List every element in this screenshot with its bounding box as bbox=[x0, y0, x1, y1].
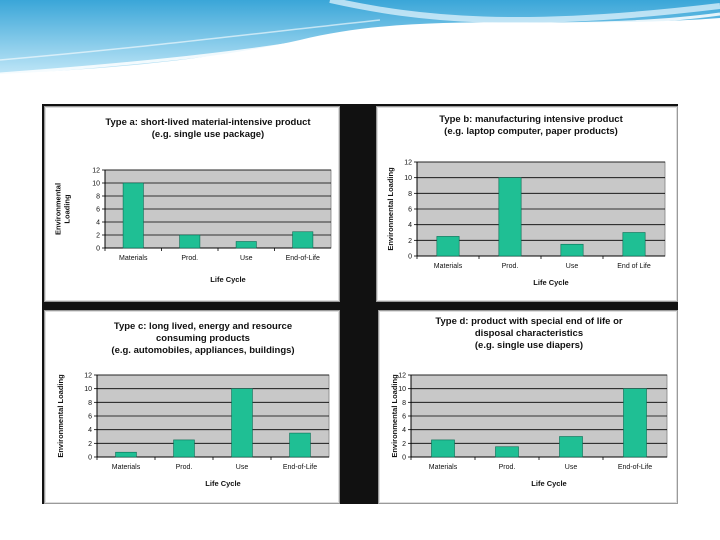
y-tick-label: 4 bbox=[96, 220, 100, 227]
bar bbox=[115, 451, 137, 458]
y-tick-label: 2 bbox=[88, 441, 92, 448]
category-label: Materials bbox=[119, 255, 148, 262]
category-label: End of Life bbox=[617, 263, 651, 270]
chart-svg: Type c: long lived, energy and resourcec… bbox=[56, 321, 330, 488]
chart-title: (e.g. automobiles, appliances, buildings… bbox=[111, 345, 294, 356]
y-tick-label: 10 bbox=[92, 181, 100, 188]
y-tick-label: 8 bbox=[402, 400, 406, 407]
y-axis-label: Environmental Loading bbox=[390, 374, 399, 458]
bar bbox=[235, 241, 257, 249]
x-axis-label: Life Cycle bbox=[210, 275, 245, 284]
bar bbox=[498, 177, 522, 257]
footer-text bbox=[0, 522, 720, 540]
chart-type-b: Type b: manufacturing intensive product(… bbox=[376, 106, 678, 302]
chart-svg: Type a: short-lived material-intensive p… bbox=[54, 117, 332, 284]
y-tick-label: 0 bbox=[408, 254, 412, 261]
y-tick-label: 0 bbox=[402, 455, 406, 462]
bar bbox=[495, 446, 519, 458]
y-axis-label: Environmental Loading bbox=[56, 374, 65, 458]
category-label: Use bbox=[240, 255, 253, 262]
chart-title: Type a: short-lived material-intensive p… bbox=[105, 117, 311, 128]
category-label: End-of-Life bbox=[618, 464, 652, 471]
bar bbox=[436, 236, 460, 257]
bar bbox=[231, 388, 253, 458]
y-tick-label: 10 bbox=[84, 386, 92, 393]
y-tick-label: 6 bbox=[88, 414, 92, 421]
category-label: Use bbox=[565, 464, 578, 471]
category-label: Materials bbox=[112, 464, 141, 471]
y-tick-label: 12 bbox=[84, 373, 92, 380]
y-axis-label: Loading bbox=[63, 194, 72, 224]
y-tick-label: 8 bbox=[408, 191, 412, 198]
bar bbox=[289, 432, 311, 458]
y-tick-label: 12 bbox=[398, 373, 406, 380]
y-tick-label: 4 bbox=[408, 222, 412, 229]
bar bbox=[431, 439, 455, 458]
category-label: Use bbox=[236, 464, 249, 471]
category-label: Prod. bbox=[502, 263, 519, 270]
bar bbox=[560, 243, 584, 257]
chart-title: consuming products bbox=[156, 333, 250, 344]
y-tick-label: 10 bbox=[404, 175, 412, 182]
chart-title: (e.g. laptop computer, paper products) bbox=[444, 126, 618, 137]
y-tick-label: 12 bbox=[92, 168, 100, 175]
y-tick-label: 6 bbox=[96, 207, 100, 214]
y-tick-label: 12 bbox=[404, 160, 412, 167]
y-tick-label: 6 bbox=[402, 414, 406, 421]
bar bbox=[292, 231, 314, 249]
y-tick-label: 4 bbox=[402, 427, 406, 434]
bar bbox=[122, 182, 144, 249]
category-label: Prod. bbox=[499, 464, 516, 471]
category-label: End-of-Life bbox=[286, 255, 320, 262]
y-tick-label: 2 bbox=[96, 233, 100, 240]
x-axis-label: Life Cycle bbox=[533, 278, 568, 287]
category-label: Prod. bbox=[176, 464, 193, 471]
bar bbox=[559, 436, 583, 458]
chart-type-d: Type d: product with special end of life… bbox=[378, 310, 678, 504]
bar bbox=[622, 232, 646, 257]
bar bbox=[179, 234, 201, 249]
bar bbox=[173, 439, 195, 458]
y-tick-label: 6 bbox=[408, 207, 412, 214]
y-tick-label: 2 bbox=[408, 238, 412, 245]
chart-title: disposal characteristics bbox=[475, 328, 583, 339]
chart-title: Type b: manufacturing intensive product bbox=[439, 114, 623, 125]
category-label: Materials bbox=[434, 263, 463, 270]
y-axis-label: Environmental Loading bbox=[386, 167, 395, 251]
y-tick-label: 4 bbox=[88, 427, 92, 434]
chart-type-c: Type c: long lived, energy and resource c… bbox=[44, 310, 340, 504]
y-tick-label: 8 bbox=[96, 194, 100, 201]
category-label: Use bbox=[566, 263, 579, 270]
category-label: Prod. bbox=[181, 255, 198, 262]
chart-svg: Type b: manufacturing intensive product(… bbox=[386, 114, 666, 287]
chart-svg: Type d: product with special end of life… bbox=[390, 316, 668, 488]
x-axis-label: Life Cycle bbox=[205, 479, 240, 488]
y-axis-label: Environmental bbox=[54, 183, 63, 235]
category-label: Materials bbox=[429, 464, 458, 471]
y-tick-label: 0 bbox=[88, 455, 92, 462]
y-tick-label: 2 bbox=[402, 441, 406, 448]
bar bbox=[623, 388, 647, 458]
header-banner bbox=[0, 0, 720, 76]
x-axis-label: Life Cycle bbox=[531, 479, 566, 488]
y-tick-label: 8 bbox=[88, 400, 92, 407]
chart-title: (e.g. single use package) bbox=[152, 129, 264, 140]
category-label: End-of-Life bbox=[283, 464, 317, 471]
chart-title: (e.g. single use diapers) bbox=[475, 340, 583, 351]
chart-type-a: Type a: short-lived material-intensive p… bbox=[44, 106, 340, 302]
chart-title: Type d: product with special end of life… bbox=[435, 316, 623, 327]
y-tick-label: 10 bbox=[398, 386, 406, 393]
y-tick-label: 0 bbox=[96, 246, 100, 253]
chart-title: Type c: long lived, energy and resource bbox=[114, 321, 292, 332]
